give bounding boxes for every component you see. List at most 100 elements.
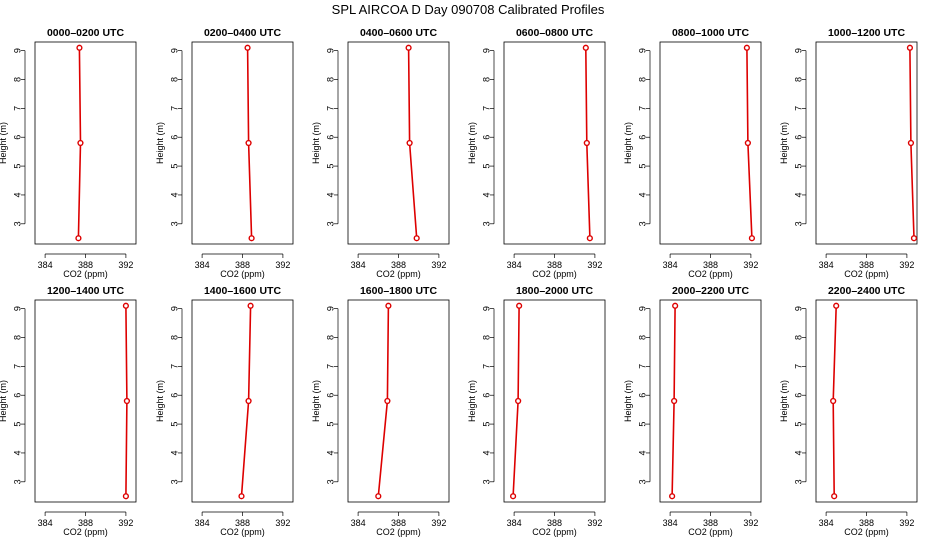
y-tick-label: 7 — [326, 364, 336, 369]
plot-frame — [503, 299, 606, 503]
data-point — [672, 302, 679, 309]
y-tick-label: 8 — [794, 335, 804, 340]
x-tick-label: 392 — [118, 518, 133, 528]
y-axis-label: Height (m) — [311, 380, 321, 422]
panel-title: 1600–1800 UTC — [360, 285, 437, 297]
data-point — [906, 44, 914, 51]
y-tick-label: 9 — [794, 306, 804, 311]
data-point — [75, 235, 82, 242]
x-axis-label: CO2 (ppm) — [844, 527, 889, 537]
data-point — [375, 493, 382, 500]
data-point — [77, 139, 84, 147]
x-tick-label: 388 — [859, 518, 874, 528]
x-tick-label: 384 — [819, 260, 834, 270]
panel-title: 2000–2200 UTC — [672, 285, 749, 297]
y-tick-label: 7 — [794, 364, 804, 369]
y-tick-label: 9 — [13, 306, 23, 311]
y-tick-label: 5 — [170, 164, 180, 169]
x-tick-label: 388 — [391, 518, 406, 528]
panel-4: 0600–0800 UTC 384 388 392 CO2 (ppm) 3 4 5 6 7 8 9 He… — [467, 27, 606, 279]
y-tick-label: 9 — [638, 48, 648, 53]
data-point — [248, 235, 255, 242]
y-axis-label: Height (m) — [467, 122, 477, 164]
panel-title: 0000–0200 UTC — [47, 27, 124, 39]
panel-9: 1600–1800 UTC 384 388 392 CO2 (ppm) 3 4 5 6 7 8 9 He… — [311, 285, 450, 537]
y-tick-label: 5 — [326, 164, 336, 169]
x-tick-label: 388 — [703, 518, 718, 528]
panel-12: 2200–2400 UTC 384 388 392 CO2 (ppm) 3 4 5 6 7 8 9 He… — [779, 285, 918, 537]
x-tick-label: 384 — [38, 518, 53, 528]
y-tick-label: 7 — [13, 106, 23, 111]
y-tick-label: 4 — [794, 450, 804, 455]
y-axis-label: Height (m) — [467, 380, 477, 422]
x-tick-label: 392 — [118, 260, 133, 270]
x-tick-label: 384 — [663, 260, 678, 270]
y-tick-label: 8 — [326, 335, 336, 340]
x-tick-label: 388 — [235, 518, 250, 528]
panel-title: 0400–0600 UTC — [360, 27, 437, 39]
panel-6: 1000–1200 UTC 384 388 392 CO2 (ppm) 3 4 5 6 7 8 9 He… — [779, 27, 918, 279]
data-point — [582, 44, 589, 51]
figure-title: SPL AIRCOA D Day 090708 Calibrated Profi… — [331, 2, 605, 17]
plot-frame — [659, 41, 762, 245]
y-tick-label: 7 — [170, 106, 180, 111]
y-tick-label: 4 — [13, 192, 23, 197]
x-axis-label: CO2 (ppm) — [220, 527, 265, 537]
panel-title: 1400–1600 UTC — [204, 285, 281, 297]
y-tick-label: 4 — [170, 450, 180, 455]
data-point — [910, 235, 918, 242]
data-point — [244, 44, 251, 51]
x-tick-label: 388 — [547, 518, 562, 528]
y-axis-label: Height (m) — [155, 380, 165, 422]
y-tick-label: 4 — [482, 450, 492, 455]
x-tick-label: 392 — [899, 518, 914, 528]
y-tick-label: 6 — [170, 393, 180, 398]
y-tick-label: 6 — [13, 135, 23, 140]
y-axis-label: Height (m) — [155, 122, 165, 164]
y-tick-label: 4 — [794, 192, 804, 197]
data-point — [238, 493, 245, 500]
y-tick-label: 7 — [170, 364, 180, 369]
data-point — [669, 493, 676, 500]
y-tick-label: 5 — [170, 422, 180, 427]
y-tick-label: 4 — [326, 450, 336, 455]
y-tick-label: 3 — [170, 479, 180, 484]
y-tick-label: 3 — [326, 221, 336, 226]
x-tick-label: 384 — [38, 260, 53, 270]
y-axis-label: Height (m) — [311, 122, 321, 164]
x-tick-label: 392 — [587, 518, 602, 528]
data-point — [122, 493, 130, 500]
y-tick-label: 4 — [170, 192, 180, 197]
y-axis-label: Height (m) — [779, 380, 789, 422]
data-point — [516, 302, 523, 309]
x-axis-label: CO2 (ppm) — [63, 269, 108, 279]
y-tick-label: 3 — [638, 221, 648, 226]
panel-title: 2200–2400 UTC — [828, 285, 905, 297]
panel-title: 1000–1200 UTC — [828, 27, 905, 39]
panel-7: 1200–1400 UTC 384 388 392 CO2 (ppm) 3 4 5 6 7 8 9 He… — [0, 285, 137, 537]
y-tick-label: 8 — [482, 335, 492, 340]
y-tick-label: 9 — [482, 48, 492, 53]
x-tick-label: 388 — [235, 260, 250, 270]
data-point — [586, 235, 593, 242]
data-point — [583, 139, 590, 147]
y-tick-label: 6 — [794, 135, 804, 140]
x-tick-label: 388 — [78, 518, 93, 528]
y-tick-label: 6 — [482, 135, 492, 140]
plot-frame — [34, 299, 137, 503]
y-axis-label: Height (m) — [0, 122, 8, 164]
x-tick-label: 392 — [899, 260, 914, 270]
x-tick-label: 392 — [587, 260, 602, 270]
panel-11: 2000–2200 UTC 384 388 392 CO2 (ppm) 3 4 5 6 7 8 9 He… — [623, 285, 762, 537]
panel-10: 1800–2000 UTC 384 388 392 CO2 (ppm) 3 4 5 6 7 8 9 He… — [467, 285, 606, 537]
y-tick-label: 3 — [638, 479, 648, 484]
panel-3: 0400–0600 UTC 384 388 392 CO2 (ppm) 3 4 5 6 7 8 9 He… — [311, 27, 450, 279]
y-tick-label: 4 — [13, 450, 23, 455]
y-tick-label: 3 — [326, 479, 336, 484]
y-tick-label: 9 — [326, 48, 336, 53]
data-point — [384, 397, 391, 405]
panel-title: 0800–1000 UTC — [672, 27, 749, 39]
y-tick-label: 7 — [13, 364, 23, 369]
y-tick-label: 3 — [482, 479, 492, 484]
